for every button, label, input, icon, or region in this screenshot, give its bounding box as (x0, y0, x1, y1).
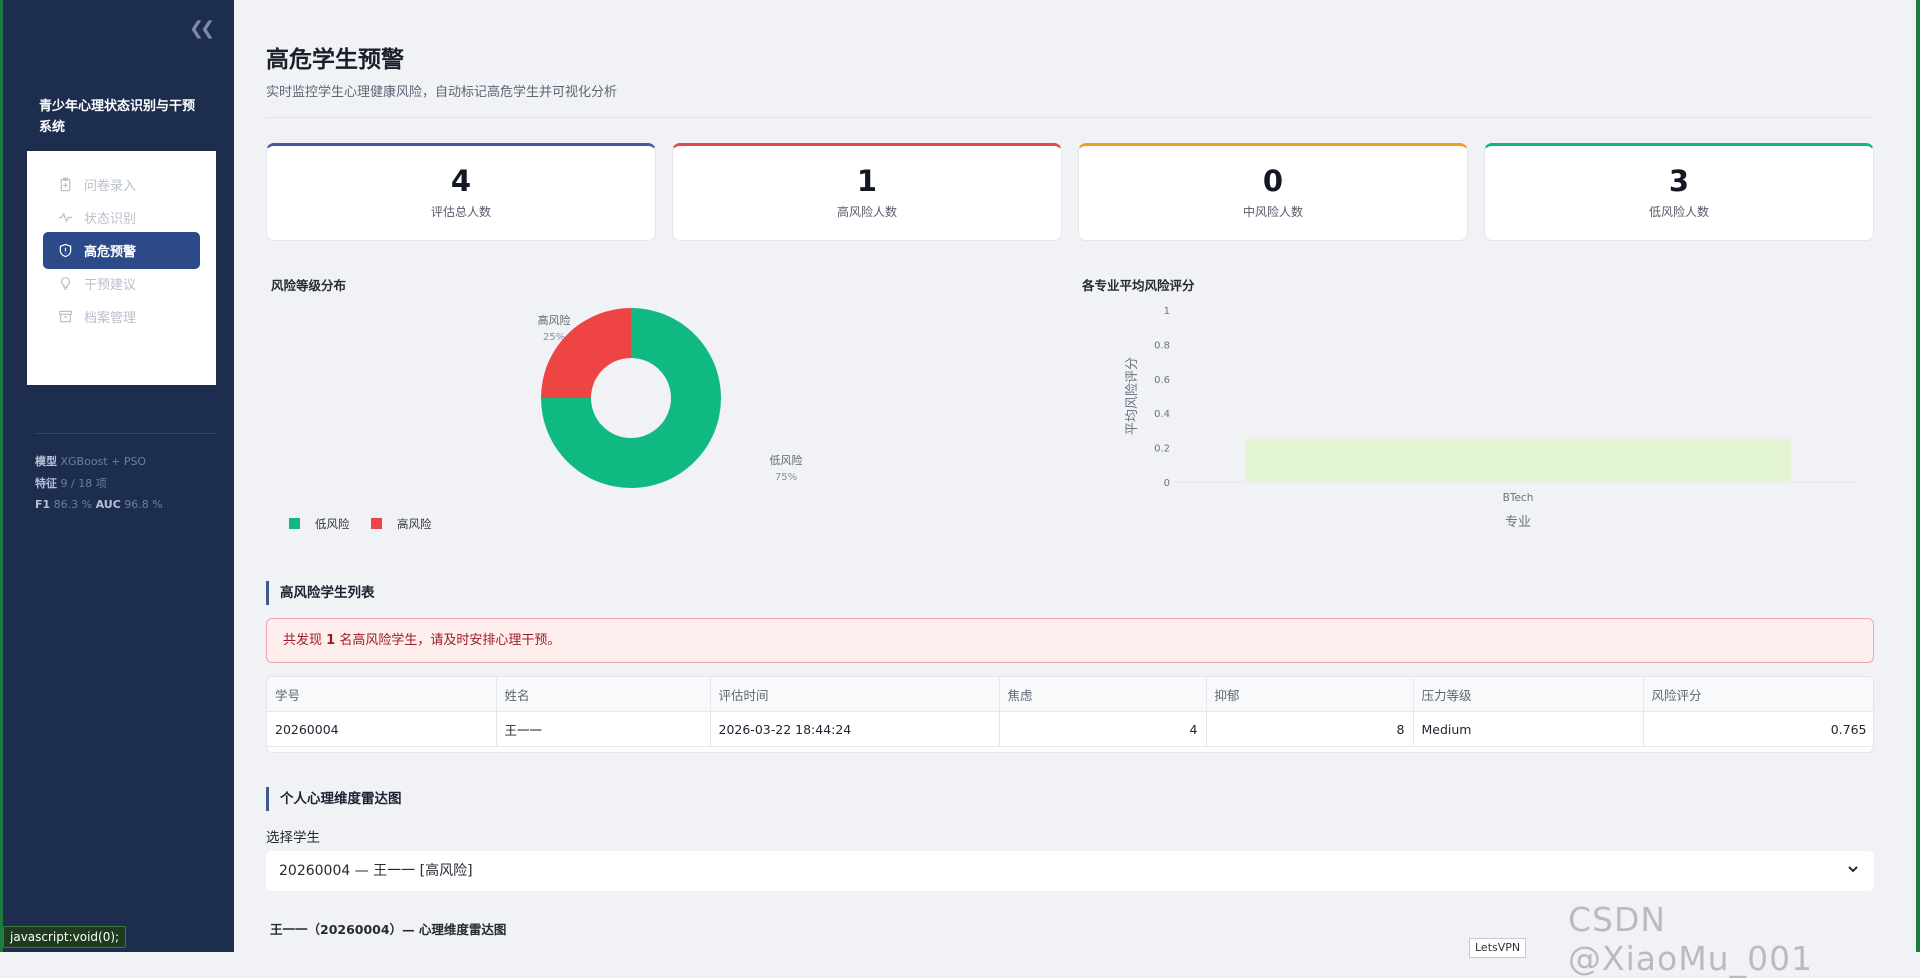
y-tick-label: 0.8 (1154, 340, 1170, 351)
bar-btech (1245, 439, 1791, 482)
model-info: 模型 XGBoost + PSO 特征 9 / 18 项 F1 86.3 % A… (35, 455, 163, 511)
legend-label: 低风险 (315, 517, 350, 531)
kpi-card-total: 4 评估总人数 (266, 143, 656, 241)
pie-label-low: 低风险 (770, 453, 803, 467)
column-header[interactable]: 压力等级 (1413, 677, 1644, 712)
student-select-label: 选择学生 (266, 830, 320, 846)
kpi-label: 高风险人数 (836, 205, 897, 219)
legend-swatch (289, 518, 300, 529)
column-header[interactable]: 抑郁 (1206, 677, 1414, 712)
sidebar-item-archive[interactable]: 档案管理 (43, 298, 200, 335)
x-axis-title: 专业 (1505, 515, 1531, 530)
radar-chart-title: 王一一（20260004）— 心理维度雷达图 (270, 922, 507, 937)
y-tick-label: 1 (1164, 306, 1170, 317)
kpi-card-high: 1 高风险人数 (672, 143, 1062, 241)
collapse-sidebar-icon[interactable]: ❮❮ (189, 18, 215, 39)
kpi-value: 4 (450, 164, 472, 198)
table-cell: 0.765 (1643, 711, 1873, 747)
sidebar-item-recognition[interactable]: 状态识别 (43, 199, 200, 236)
watermark: CSDN @XiaoMu_001 (1568, 900, 1814, 978)
pie-label-low-pct: 75% (775, 472, 797, 483)
major-risk-bar-chart: 0 0.2 0.4 0.6 0.8 1 BTech 专业 平均风险评分 (1125, 306, 1859, 530)
column-header[interactable]: 评估时间 (710, 677, 1000, 712)
page-title: 高危学生预警 (266, 47, 404, 73)
y-tick-label: 0.4 (1154, 409, 1170, 420)
kpi-value: 3 (1668, 164, 1690, 198)
pie-slice-low-risk (541, 308, 721, 488)
main-content: 高危学生预警 实时监控学生心理健康风险，自动标记高危学生并可视化分析 4 评估总… (234, 0, 1920, 952)
sidebar-divider (35, 433, 215, 434)
sidebar-item-questionnaire[interactable]: 问卷录入 (43, 166, 200, 203)
sidebar: ❮❮ 青少年心理状态识别与干预系统 问卷录入 状态识别 高危预警 干预建议 (0, 0, 234, 952)
vpn-tooltip: LetsVPN (1469, 938, 1527, 958)
radar-section-title: 个人心理维度雷达图 (266, 787, 402, 811)
window-border (1916, 0, 1920, 952)
sidebar-item-label: 状态识别 (84, 212, 137, 227)
column-header[interactable]: 风险评分 (1643, 677, 1873, 712)
header-divider (266, 117, 1874, 118)
pie-chart-title: 风险等级分布 (271, 278, 347, 293)
table-cell: 8 (1206, 711, 1414, 747)
sidebar-item-alert[interactable]: 高危预警 (43, 232, 200, 269)
browser-status-bar: javascript:void(0); (3, 926, 127, 948)
archive-icon (57, 309, 73, 325)
table-cell: 2026-03-22 18:44:24 (710, 711, 1000, 747)
pie-label-high-pct: 25% (543, 332, 565, 343)
kpi-value: 1 (856, 164, 878, 198)
column-header[interactable]: 姓名 (496, 677, 711, 712)
kpi-value: 0 (1262, 164, 1284, 198)
kpi-label: 低风险人数 (1648, 205, 1709, 219)
y-tick-label: 0.2 (1154, 444, 1170, 455)
app-title: 青少年心理状态识别与干预系统 (39, 99, 196, 135)
table-row[interactable]: 20260004 王一一 2026-03-22 18:44:24 4 8 Med… (267, 711, 1873, 747)
table-cell: 王一一 (496, 711, 711, 747)
page-subtitle: 实时监控学生心理健康风险，自动标记高危学生并可视化分析 (266, 85, 618, 100)
kpi-label: 中风险人数 (1242, 205, 1303, 219)
high-risk-table: 学号 姓名 评估时间 焦虑 抑郁 压力等级 风险评分 20260004 王一一 … (266, 676, 1874, 753)
y-tick-label: 0.6 (1154, 375, 1170, 386)
legend-swatch (371, 518, 382, 529)
sidebar-nav: 问卷录入 状态识别 高危预警 干预建议 档案管理 (27, 151, 216, 385)
kpi-label: 评估总人数 (430, 205, 491, 219)
student-select[interactable]: 20260004 — 王一一 [高风险] (266, 851, 1874, 891)
table-header-row: 学号 姓名 评估时间 焦虑 抑郁 压力等级 风险评分 (267, 677, 1873, 712)
shield-alert-icon (57, 243, 73, 259)
sidebar-item-label: 问卷录入 (84, 179, 137, 194)
lightbulb-icon (57, 276, 73, 292)
kpi-card-low: 3 低风险人数 (1484, 143, 1874, 241)
clipboard-icon (57, 177, 73, 193)
high-risk-section-title: 高风险学生列表 (266, 581, 375, 605)
sidebar-item-label: 干预建议 (84, 278, 137, 293)
y-tick-label: 0 (1164, 478, 1170, 489)
pie-slice-high-risk (541, 308, 631, 398)
sidebar-item-intervention[interactable]: 干预建议 (43, 265, 200, 302)
high-risk-alert: 共发现 1 名高风险学生，请及时安排心理干预。 (266, 618, 1874, 663)
student-select-value: 20260004 — 王一一 [高风险] (279, 863, 473, 879)
y-axis-title: 平均风险评分 (1125, 357, 1140, 435)
table-cell: 20260004 (267, 711, 497, 747)
kpi-card-medium: 0 中风险人数 (1078, 143, 1468, 241)
table-cell: 4 (999, 711, 1207, 747)
sidebar-item-label: 档案管理 (84, 311, 137, 326)
bar-chart-title: 各专业平均风险评分 (1082, 278, 1195, 293)
activity-icon (57, 210, 73, 226)
chevron-down-icon (1846, 852, 1860, 892)
column-header[interactable]: 学号 (267, 677, 497, 712)
pie-label-high: 高风险 (538, 313, 571, 327)
table-cell: Medium (1413, 711, 1644, 747)
sidebar-item-label: 高危预警 (84, 245, 137, 260)
legend-label: 高风险 (397, 517, 432, 531)
column-header[interactable]: 焦虑 (999, 677, 1207, 712)
x-tick-label: BTech (1503, 492, 1534, 504)
